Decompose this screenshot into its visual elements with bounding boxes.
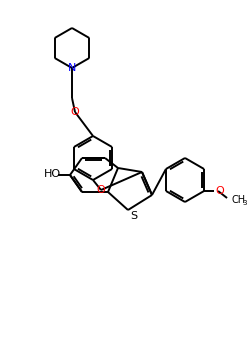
Text: S: S <box>130 211 138 221</box>
Text: HO: HO <box>44 169 60 179</box>
Text: O: O <box>215 186 224 196</box>
Text: CH: CH <box>231 195 245 205</box>
Text: 3: 3 <box>242 200 246 206</box>
Text: N: N <box>68 63 76 73</box>
Text: O: O <box>71 107 80 117</box>
Text: O: O <box>96 185 106 195</box>
